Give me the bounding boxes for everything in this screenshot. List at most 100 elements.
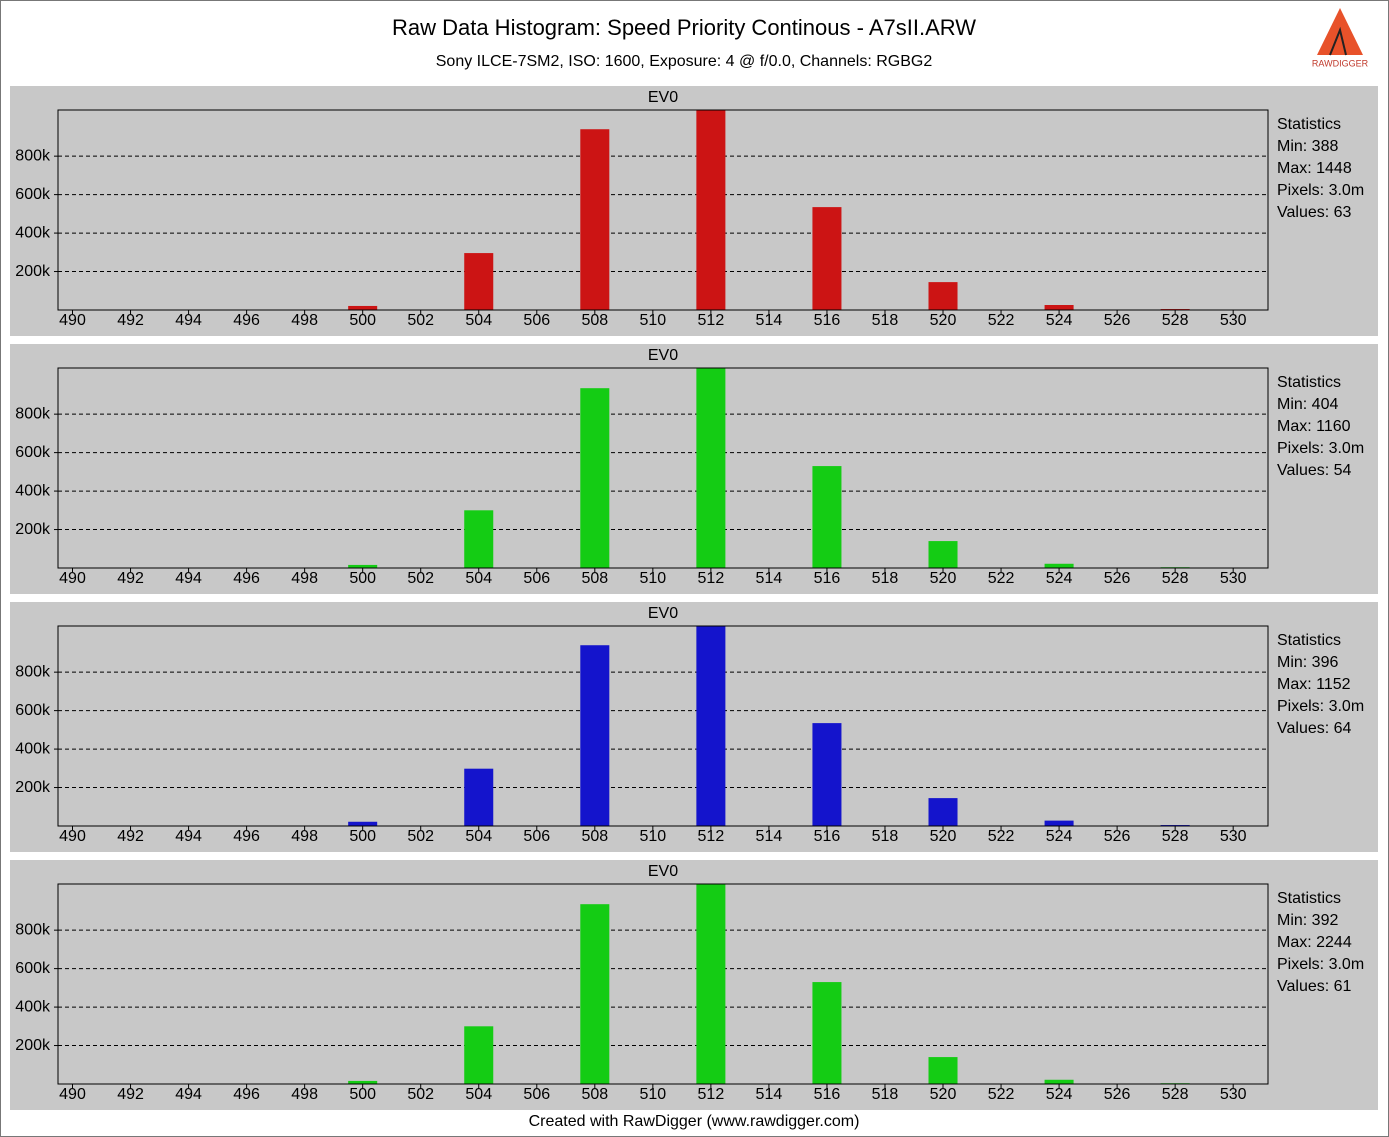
- statistics-line: Values: 63: [1277, 204, 1352, 221]
- panel-background: [10, 860, 1378, 1110]
- panel-background: [10, 602, 1378, 852]
- x-tick-label: 502: [407, 312, 434, 329]
- panel-background: [10, 86, 1378, 336]
- x-tick-label: 500: [349, 312, 376, 329]
- bar: [928, 541, 958, 568]
- bar: [812, 207, 842, 310]
- bar: [1044, 1079, 1074, 1084]
- x-tick-label: 518: [872, 1086, 899, 1103]
- y-tick-label: 800k: [15, 663, 51, 680]
- bar: [928, 282, 958, 310]
- statistics-line: Values: 54: [1277, 462, 1352, 479]
- y-tick-label: 200k: [15, 263, 51, 280]
- x-tick-label: 512: [698, 570, 725, 587]
- x-tick-label: 502: [407, 1086, 434, 1103]
- bar: [464, 253, 494, 310]
- y-tick-label: 800k: [15, 147, 51, 164]
- statistics-line: Max: 1152: [1277, 676, 1351, 693]
- x-tick-label: 494: [175, 312, 202, 329]
- bar: [580, 645, 610, 826]
- logo-text: RAWDIGGER: [1312, 58, 1369, 68]
- statistics-line: Max: 1160: [1277, 418, 1351, 435]
- x-tick-label: 514: [756, 828, 783, 845]
- x-tick-label: 496: [233, 828, 260, 845]
- x-tick-label: 516: [814, 312, 841, 329]
- y-tick-label: 600k: [15, 186, 51, 203]
- y-tick-label: 800k: [15, 921, 51, 938]
- x-tick-label: 514: [756, 1086, 783, 1103]
- x-tick-label: 490: [59, 312, 86, 329]
- y-tick-label: 400k: [15, 224, 51, 241]
- y-tick-label: 200k: [15, 1037, 51, 1054]
- x-tick-label: 500: [349, 1086, 376, 1103]
- x-tick-label: 526: [1104, 570, 1131, 587]
- x-tick-label: 504: [465, 1086, 492, 1103]
- y-tick-label: 400k: [15, 740, 51, 757]
- x-tick-label: 502: [407, 828, 434, 845]
- bar: [348, 1080, 378, 1084]
- statistics-line: Min: 396: [1277, 654, 1338, 671]
- x-tick-label: 516: [814, 1086, 841, 1103]
- x-tick-label: 528: [1162, 1086, 1189, 1103]
- x-tick-label: 528: [1162, 570, 1189, 587]
- x-tick-label: 522: [988, 828, 1015, 845]
- x-tick-label: 512: [698, 312, 725, 329]
- statistics-line: Values: 61: [1277, 978, 1352, 995]
- x-tick-label: 522: [988, 312, 1015, 329]
- y-tick-label: 200k: [15, 521, 51, 538]
- chart-title: EV0: [648, 863, 678, 880]
- x-tick-label: 508: [581, 312, 608, 329]
- plot-frame: [57, 625, 1269, 827]
- x-tick-label: 500: [349, 570, 376, 587]
- x-tick-label: 518: [872, 570, 899, 587]
- statistics-line: Statistics: [1277, 374, 1341, 391]
- bar: [1044, 563, 1074, 568]
- x-tick-label: 520: [930, 312, 957, 329]
- x-tick-label: 500: [349, 828, 376, 845]
- statistics-line: Statistics: [1277, 632, 1341, 649]
- x-tick-label: 494: [175, 570, 202, 587]
- x-tick-label: 494: [175, 828, 202, 845]
- x-tick-label: 508: [581, 1086, 608, 1103]
- x-tick-label: 496: [233, 312, 260, 329]
- x-tick-label: 520: [930, 828, 957, 845]
- x-tick-label: 498: [291, 828, 318, 845]
- statistics-line: Statistics: [1277, 116, 1341, 133]
- x-tick-label: 518: [872, 312, 899, 329]
- x-tick-label: 528: [1162, 828, 1189, 845]
- bar: [1044, 305, 1074, 310]
- y-tick-label: 400k: [15, 482, 51, 499]
- y-tick-label: 400k: [15, 998, 51, 1015]
- x-tick-label: 526: [1104, 828, 1131, 845]
- x-tick-label: 512: [698, 828, 725, 845]
- x-tick-label: 516: [814, 570, 841, 587]
- bar: [464, 1026, 494, 1084]
- bar: [812, 982, 842, 1084]
- x-tick-label: 504: [465, 828, 492, 845]
- histogram-panel: EV0 200k 400k 600k 800k 490 492 494 496 498 500 502…: [10, 344, 1378, 594]
- x-tick-label: 524: [1046, 1086, 1073, 1103]
- x-tick-label: 526: [1104, 312, 1131, 329]
- y-tick-label: 600k: [15, 444, 51, 461]
- x-tick-label: 504: [465, 570, 492, 587]
- x-tick-label: 504: [465, 312, 492, 329]
- bar: [464, 510, 494, 568]
- x-tick-label: 492: [117, 1086, 144, 1103]
- bar: [928, 798, 958, 826]
- bar: [812, 466, 842, 568]
- x-tick-label: 496: [233, 1086, 260, 1103]
- x-tick-label: 510: [639, 312, 666, 329]
- x-tick-label: 524: [1046, 828, 1073, 845]
- bar: [580, 129, 610, 310]
- histogram-panel: EV0 200k 400k 600k 800k 490 492 494 496 498 500 502…: [10, 860, 1378, 1110]
- statistics-line: Pixels: 3.0m: [1277, 956, 1364, 973]
- x-tick-label: 498: [291, 312, 318, 329]
- x-tick-label: 498: [291, 570, 318, 587]
- x-tick-label: 528: [1162, 312, 1189, 329]
- y-tick-label: 200k: [15, 779, 51, 796]
- chart-title: EV0: [648, 89, 678, 106]
- x-tick-label: 510: [639, 570, 666, 587]
- x-tick-label: 508: [581, 828, 608, 845]
- x-tick-label: 526: [1104, 1086, 1131, 1103]
